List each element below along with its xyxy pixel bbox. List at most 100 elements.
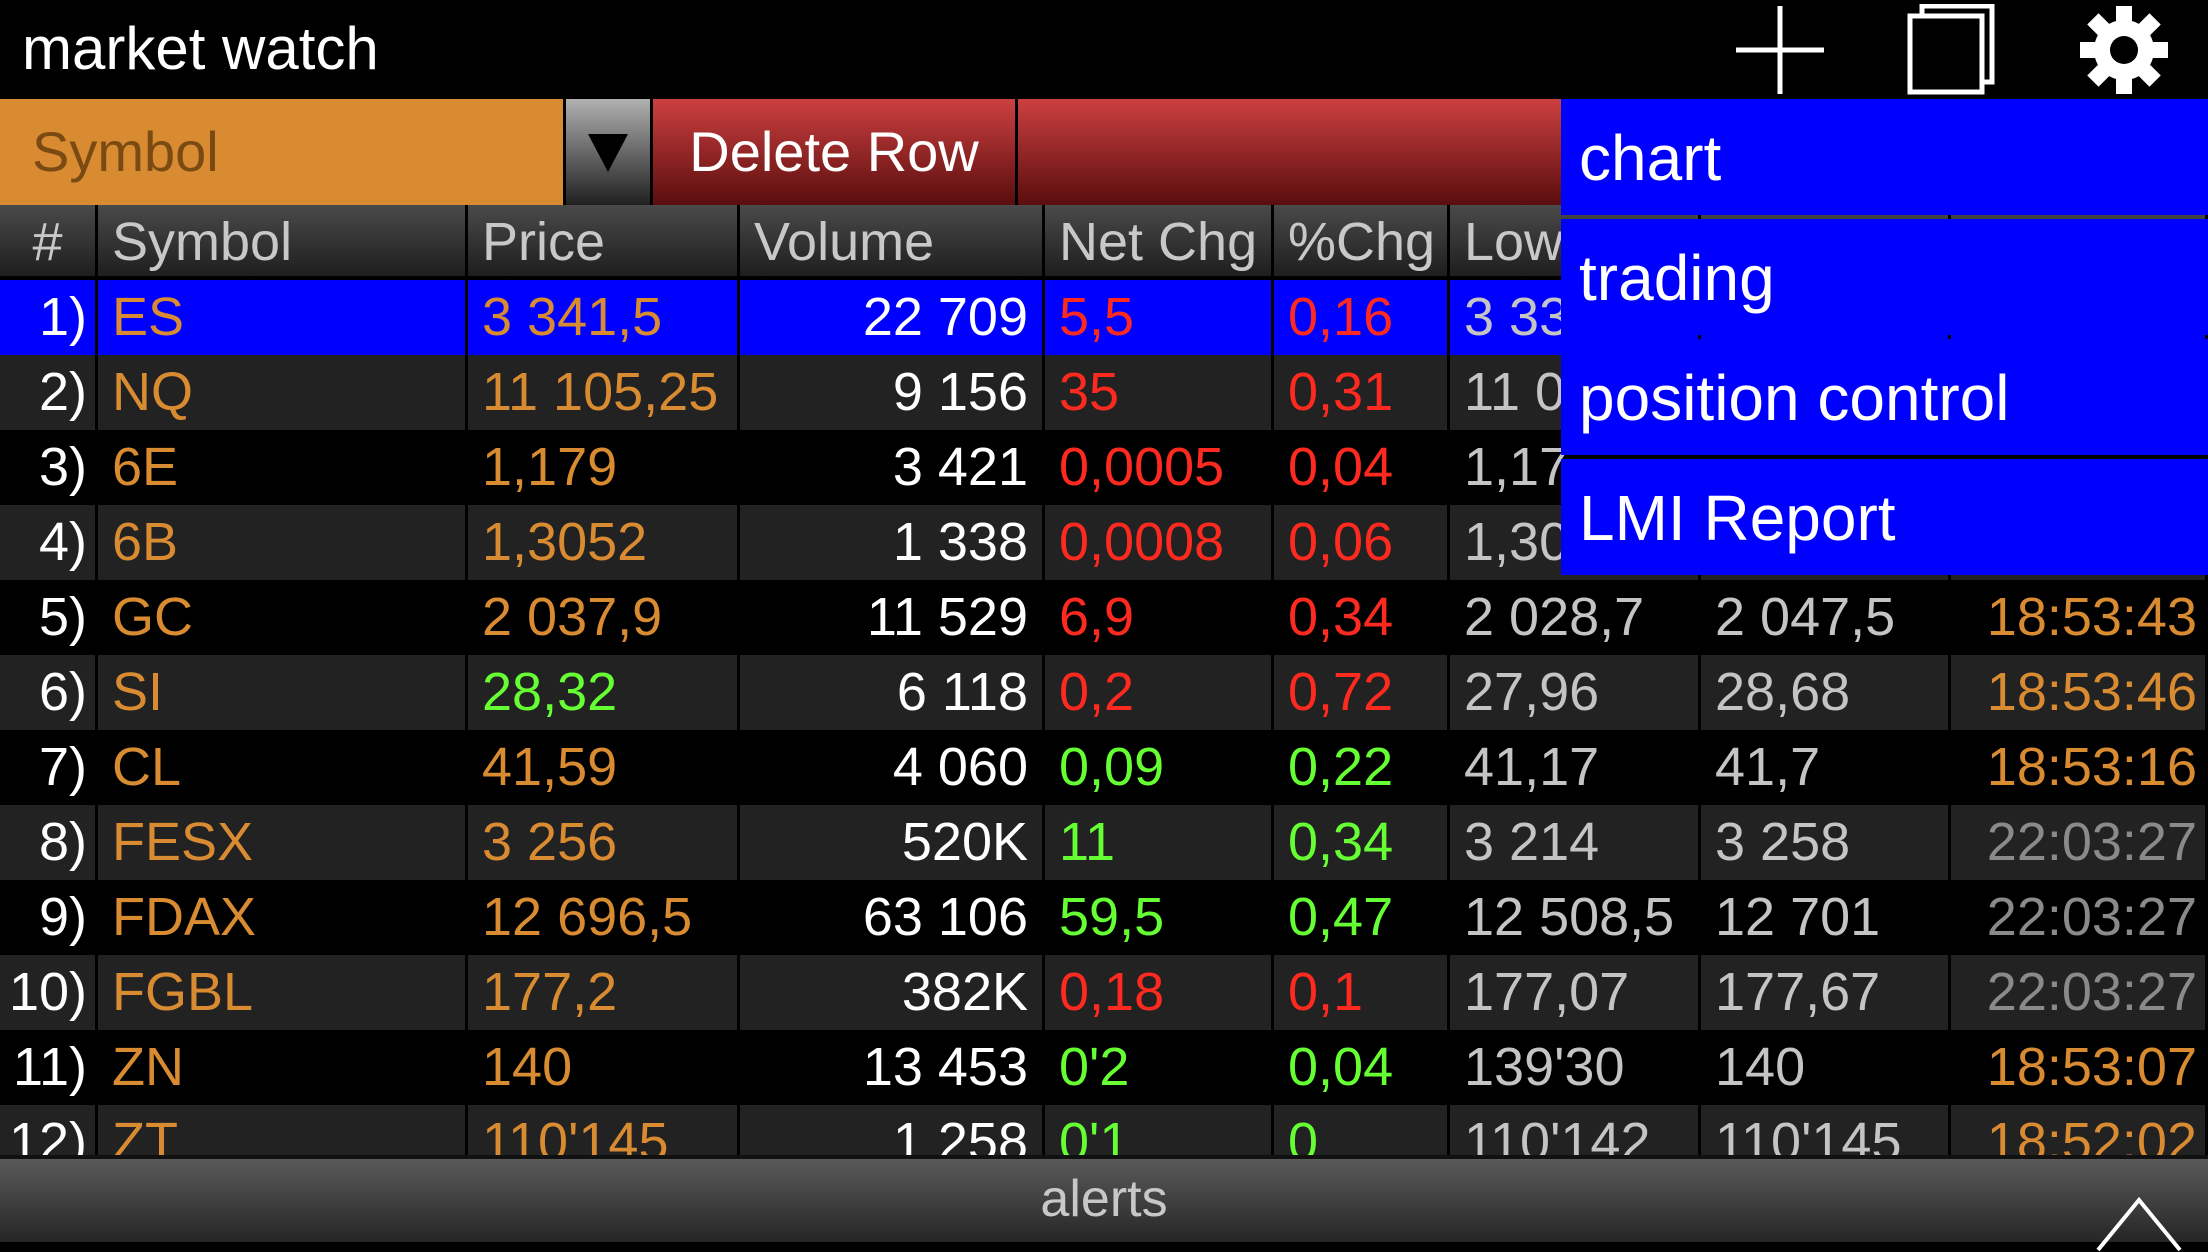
cell-price: 11 105,25 bbox=[468, 355, 740, 430]
menu-item-chart[interactable]: chart bbox=[1561, 99, 2208, 215]
cell-n: 2) bbox=[0, 355, 98, 430]
symbol-dropdown-button[interactable] bbox=[563, 99, 650, 205]
cell-vol: 13 453 bbox=[740, 1030, 1045, 1105]
column-header[interactable]: %Chg bbox=[1274, 205, 1450, 276]
table-row[interactable]: 8) FESX 3 256 520K 11 0,34 3 214 3 258 22:03:27 bbox=[0, 805, 2208, 880]
cell-low: 41,17 bbox=[1450, 730, 1701, 805]
delete-row-button[interactable]: Delete Row bbox=[650, 99, 1015, 205]
cell-sym: SI bbox=[98, 655, 468, 730]
cell-time: 18:53:16 bbox=[1951, 730, 2208, 805]
column-header[interactable]: # bbox=[0, 205, 98, 276]
cell-n: 9) bbox=[0, 880, 98, 955]
cell-chg: 11 bbox=[1045, 805, 1274, 880]
cell-pct: 0,06 bbox=[1274, 505, 1450, 580]
gear-icon[interactable] bbox=[2076, 4, 2172, 96]
app-title: market watch bbox=[22, 15, 379, 82]
cell-pct: 0,72 bbox=[1274, 655, 1450, 730]
cell-n: 3) bbox=[0, 430, 98, 505]
menu-item-trading[interactable]: trading bbox=[1561, 219, 2208, 335]
table-row[interactable]: 7) CL 41,59 4 060 0,09 0,22 41,17 41,7 18:53:16 bbox=[0, 730, 2208, 805]
cell-price: 28,32 bbox=[468, 655, 740, 730]
cell-vol: 4 060 bbox=[740, 730, 1045, 805]
table-row[interactable]: 5) GC 2 037,9 11 529 6,9 0,34 2 028,7 2 047,5 18… bbox=[0, 580, 2208, 655]
quotes-table: # Symbol Price Volume Net Chg %Chg Low 1) ES 3 3… bbox=[0, 205, 2208, 1180]
cell-high: 2 047,5 bbox=[1701, 580, 1951, 655]
cell-price: 12 696,5 bbox=[468, 880, 740, 955]
windows-icon[interactable] bbox=[1900, 4, 1996, 96]
cell-price: 3 256 bbox=[468, 805, 740, 880]
cell-pct: 0,04 bbox=[1274, 430, 1450, 505]
cell-pct: 0,22 bbox=[1274, 730, 1450, 805]
symbol-input[interactable]: Symbol bbox=[0, 99, 563, 205]
cell-chg: 35 bbox=[1045, 355, 1274, 430]
cell-low: 12 508,5 bbox=[1450, 880, 1701, 955]
cell-n: 1) bbox=[0, 280, 98, 355]
cell-high: 3 258 bbox=[1701, 805, 1951, 880]
cell-time: 22:03:27 bbox=[1951, 805, 2208, 880]
cell-vol: 520K bbox=[740, 805, 1045, 880]
cell-pct: 0,34 bbox=[1274, 580, 1450, 655]
cell-pct: 0,04 bbox=[1274, 1030, 1450, 1105]
cell-price: 1,3052 bbox=[468, 505, 740, 580]
triangle-down-icon bbox=[588, 134, 628, 172]
cell-sym: 6B bbox=[98, 505, 468, 580]
cell-low: 27,96 bbox=[1450, 655, 1701, 730]
cell-chg: 0,18 bbox=[1045, 955, 1274, 1030]
chevron-up-icon[interactable] bbox=[2094, 1192, 2184, 1252]
column-header[interactable]: Price bbox=[468, 205, 740, 276]
cell-vol: 63 106 bbox=[740, 880, 1045, 955]
table-row[interactable]: 10) FGBL 177,2 382K 0,18 0,1 177,07 177,67 22:03… bbox=[0, 955, 2208, 1030]
menu-item-lmi-report[interactable]: LMI Report bbox=[1561, 459, 2208, 575]
cell-chg: 0,09 bbox=[1045, 730, 1274, 805]
table-row[interactable]: 6) SI 28,32 6 118 0,2 0,72 27,96 28,68 18:53:46 bbox=[0, 655, 2208, 730]
table-row[interactable]: 9) FDAX 12 696,5 63 106 59,5 0,47 12 508,5 12 7… bbox=[0, 880, 2208, 955]
cell-pct: 0,31 bbox=[1274, 355, 1450, 430]
cell-n: 11) bbox=[0, 1030, 98, 1105]
cell-high: 177,67 bbox=[1701, 955, 1951, 1030]
cell-sym: 6E bbox=[98, 430, 468, 505]
cell-chg: 0,0008 bbox=[1045, 505, 1274, 580]
cell-sym: FGBL bbox=[98, 955, 468, 1030]
menu-item-position-control[interactable]: position control bbox=[1561, 339, 2208, 455]
cell-chg: 0,0005 bbox=[1045, 430, 1274, 505]
cell-chg: 0'2 bbox=[1045, 1030, 1274, 1105]
cell-time: 18:53:46 bbox=[1951, 655, 2208, 730]
cell-sym: ZN bbox=[98, 1030, 468, 1105]
cell-time: 18:53:07 bbox=[1951, 1030, 2208, 1105]
column-header[interactable]: Symbol bbox=[98, 205, 468, 276]
alerts-bar[interactable]: alerts bbox=[0, 1155, 2208, 1252]
column-header[interactable]: Net Chg bbox=[1045, 205, 1274, 276]
cell-n: 5) bbox=[0, 580, 98, 655]
column-header[interactable]: Volume bbox=[740, 205, 1045, 276]
cell-price: 177,2 bbox=[468, 955, 740, 1030]
context-menu: chart trading position control LMI Report bbox=[1561, 99, 2208, 579]
cell-sym: CL bbox=[98, 730, 468, 805]
cell-price: 3 341,5 bbox=[468, 280, 740, 355]
alerts-label: alerts bbox=[1040, 1170, 1168, 1228]
cell-high: 12 701 bbox=[1701, 880, 1951, 955]
cell-high: 41,7 bbox=[1701, 730, 1951, 805]
cell-price: 2 037,9 bbox=[468, 580, 740, 655]
cell-n: 8) bbox=[0, 805, 98, 880]
cell-vol: 382K bbox=[740, 955, 1045, 1030]
toolbar: Symbol Delete Row bbox=[0, 99, 1561, 205]
plus-icon[interactable] bbox=[1732, 4, 1828, 96]
cell-price: 1,179 bbox=[468, 430, 740, 505]
cell-chg: 6,9 bbox=[1045, 580, 1274, 655]
cell-low: 177,07 bbox=[1450, 955, 1701, 1030]
cell-n: 4) bbox=[0, 505, 98, 580]
cell-low: 139'30 bbox=[1450, 1030, 1701, 1105]
cell-low: 2 028,7 bbox=[1450, 580, 1701, 655]
cell-sym: NQ bbox=[98, 355, 468, 430]
cell-n: 10) bbox=[0, 955, 98, 1030]
cell-chg: 59,5 bbox=[1045, 880, 1274, 955]
cell-chg: 5,5 bbox=[1045, 280, 1274, 355]
cell-vol: 11 529 bbox=[740, 580, 1045, 655]
cell-chg: 0,2 bbox=[1045, 655, 1274, 730]
toolbar-filler bbox=[1015, 99, 1561, 205]
cell-price: 41,59 bbox=[468, 730, 740, 805]
cell-time: 18:53:43 bbox=[1951, 580, 2208, 655]
cell-pct: 0,34 bbox=[1274, 805, 1450, 880]
cell-vol: 6 118 bbox=[740, 655, 1045, 730]
table-row[interactable]: 11) ZN 140 13 453 0'2 0,04 139'30 140 18:53:07 bbox=[0, 1030, 2208, 1105]
